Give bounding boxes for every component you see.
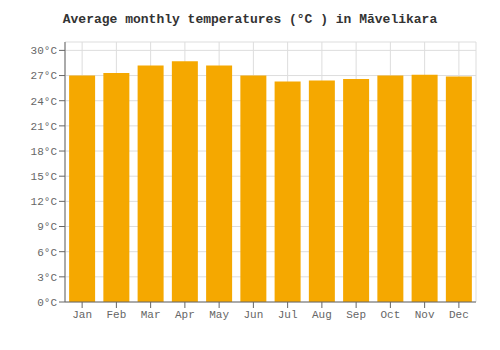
svg-text:15°C: 15°C [31,171,58,183]
svg-text:Aug: Aug [312,309,332,321]
svg-text:24°C: 24°C [31,96,58,108]
svg-text:Nov: Nov [415,309,435,321]
svg-text:12°C: 12°C [31,196,58,208]
svg-text:21°C: 21°C [31,121,58,133]
svg-text:Mar: Mar [141,309,161,321]
svg-text:0°C: 0°C [37,297,57,309]
svg-text:9°C: 9°C [37,221,57,233]
html-text:Average monthly temperatures (: Average monthly temperatures (°C ) in Mā… [62,12,438,27]
svg-text:Feb: Feb [106,309,126,321]
svg-text:Jun: Jun [243,309,263,321]
svg-text:3°C: 3°C [37,272,57,284]
svg-text:Oct: Oct [380,309,400,321]
svg-text:30°C: 30°C [31,45,58,57]
svg-text:18°C: 18°C [31,146,58,158]
svg-text:Dec: Dec [449,309,469,321]
svg-text:6°C: 6°C [37,247,57,259]
svg-text:Jan: Jan [72,309,92,321]
svg-text:27°C: 27°C [31,70,58,82]
svg-text:Jul: Jul [278,309,298,321]
svg-text:Sep: Sep [346,309,366,321]
svg-text:Apr: Apr [175,309,195,321]
svg-text:May: May [209,309,229,321]
